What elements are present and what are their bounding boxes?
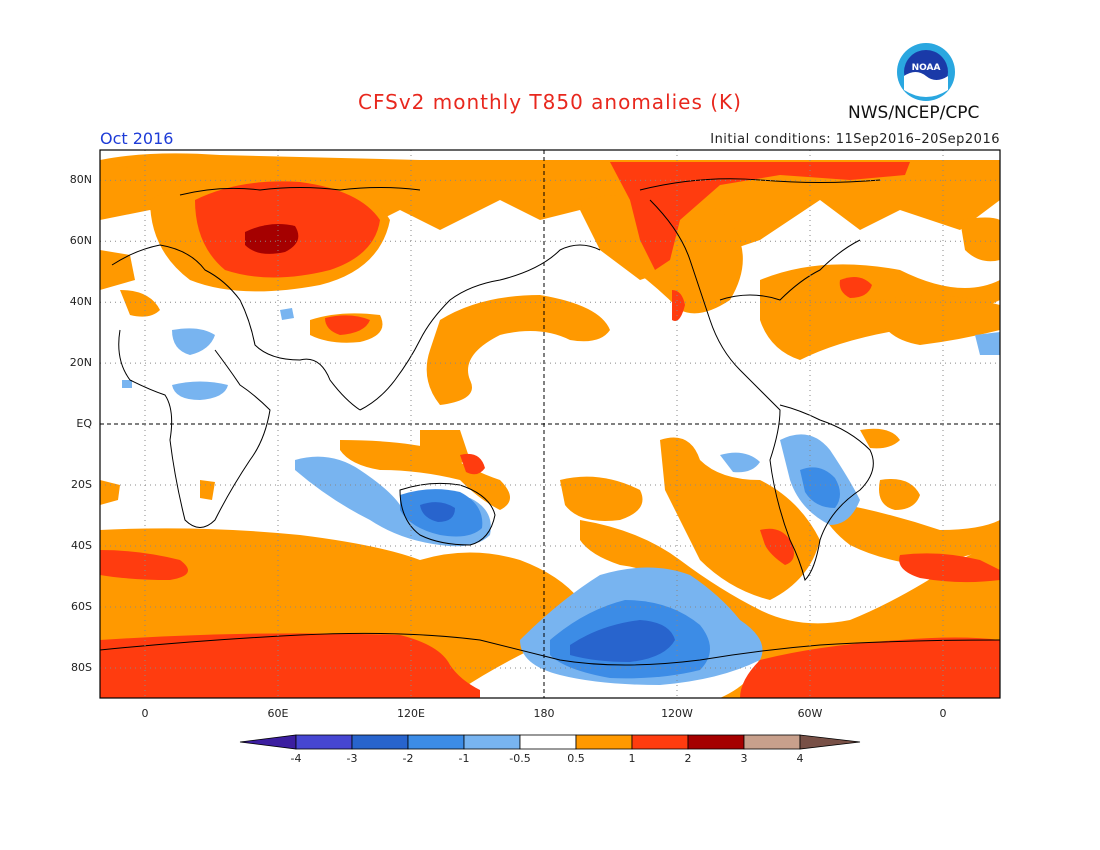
lat-label: 60N bbox=[69, 234, 92, 247]
colorbar-label: -0.5 bbox=[509, 752, 531, 765]
equator-dateline bbox=[100, 150, 1000, 698]
colorbar-arrow-high bbox=[799, 734, 861, 750]
colorbar-label: -1 bbox=[458, 752, 470, 765]
colorbar-label: -4 bbox=[290, 752, 302, 765]
colorbar-label: 0.5 bbox=[567, 752, 585, 765]
initial-conditions: Initial conditions: 11Sep2016–20Sep2016 bbox=[710, 132, 1000, 147]
lat-label: 80N bbox=[69, 173, 92, 186]
lon-label: 60W bbox=[797, 707, 823, 720]
colorbar-label: 3 bbox=[740, 752, 748, 765]
lat-label: 40N bbox=[69, 295, 92, 308]
lat-label: 20N bbox=[69, 356, 92, 369]
map-frame bbox=[99, 149, 1001, 699]
lat-label: 60S bbox=[71, 600, 92, 613]
lon-label: 120E bbox=[397, 707, 425, 720]
coastlines bbox=[100, 178, 1000, 666]
lat-label: 40S bbox=[71, 539, 92, 552]
lon-label: 180 bbox=[533, 707, 555, 720]
lat-label: 20S bbox=[71, 478, 92, 491]
lon-label: 120W bbox=[661, 707, 693, 720]
agency-label: NWS/NCEP/CPC bbox=[848, 103, 980, 123]
lon-label: 0 bbox=[141, 707, 149, 720]
noaa-logo: NOAA bbox=[896, 42, 956, 102]
colorbar bbox=[239, 734, 861, 750]
forecast-period: Oct 2016 bbox=[100, 129, 174, 148]
lon-label: 60E bbox=[267, 707, 289, 720]
graticule bbox=[100, 150, 1000, 698]
lat-label: 80S bbox=[71, 661, 92, 674]
lat-label: EQ bbox=[76, 417, 92, 430]
chart-title: CFSv2 monthly T850 anomalies (K) bbox=[358, 90, 742, 114]
colorbar-label: -3 bbox=[346, 752, 358, 765]
colorbar-label: 4 bbox=[796, 752, 804, 765]
svg-text:NOAA: NOAA bbox=[912, 63, 941, 73]
colorbar-label: 2 bbox=[684, 752, 692, 765]
colorbar-arrow-low bbox=[239, 734, 297, 750]
lon-label: 0 bbox=[939, 707, 947, 720]
anomaly-field bbox=[100, 150, 1000, 698]
colorbar-label: 1 bbox=[628, 752, 636, 765]
colorbar-label: -2 bbox=[402, 752, 414, 765]
